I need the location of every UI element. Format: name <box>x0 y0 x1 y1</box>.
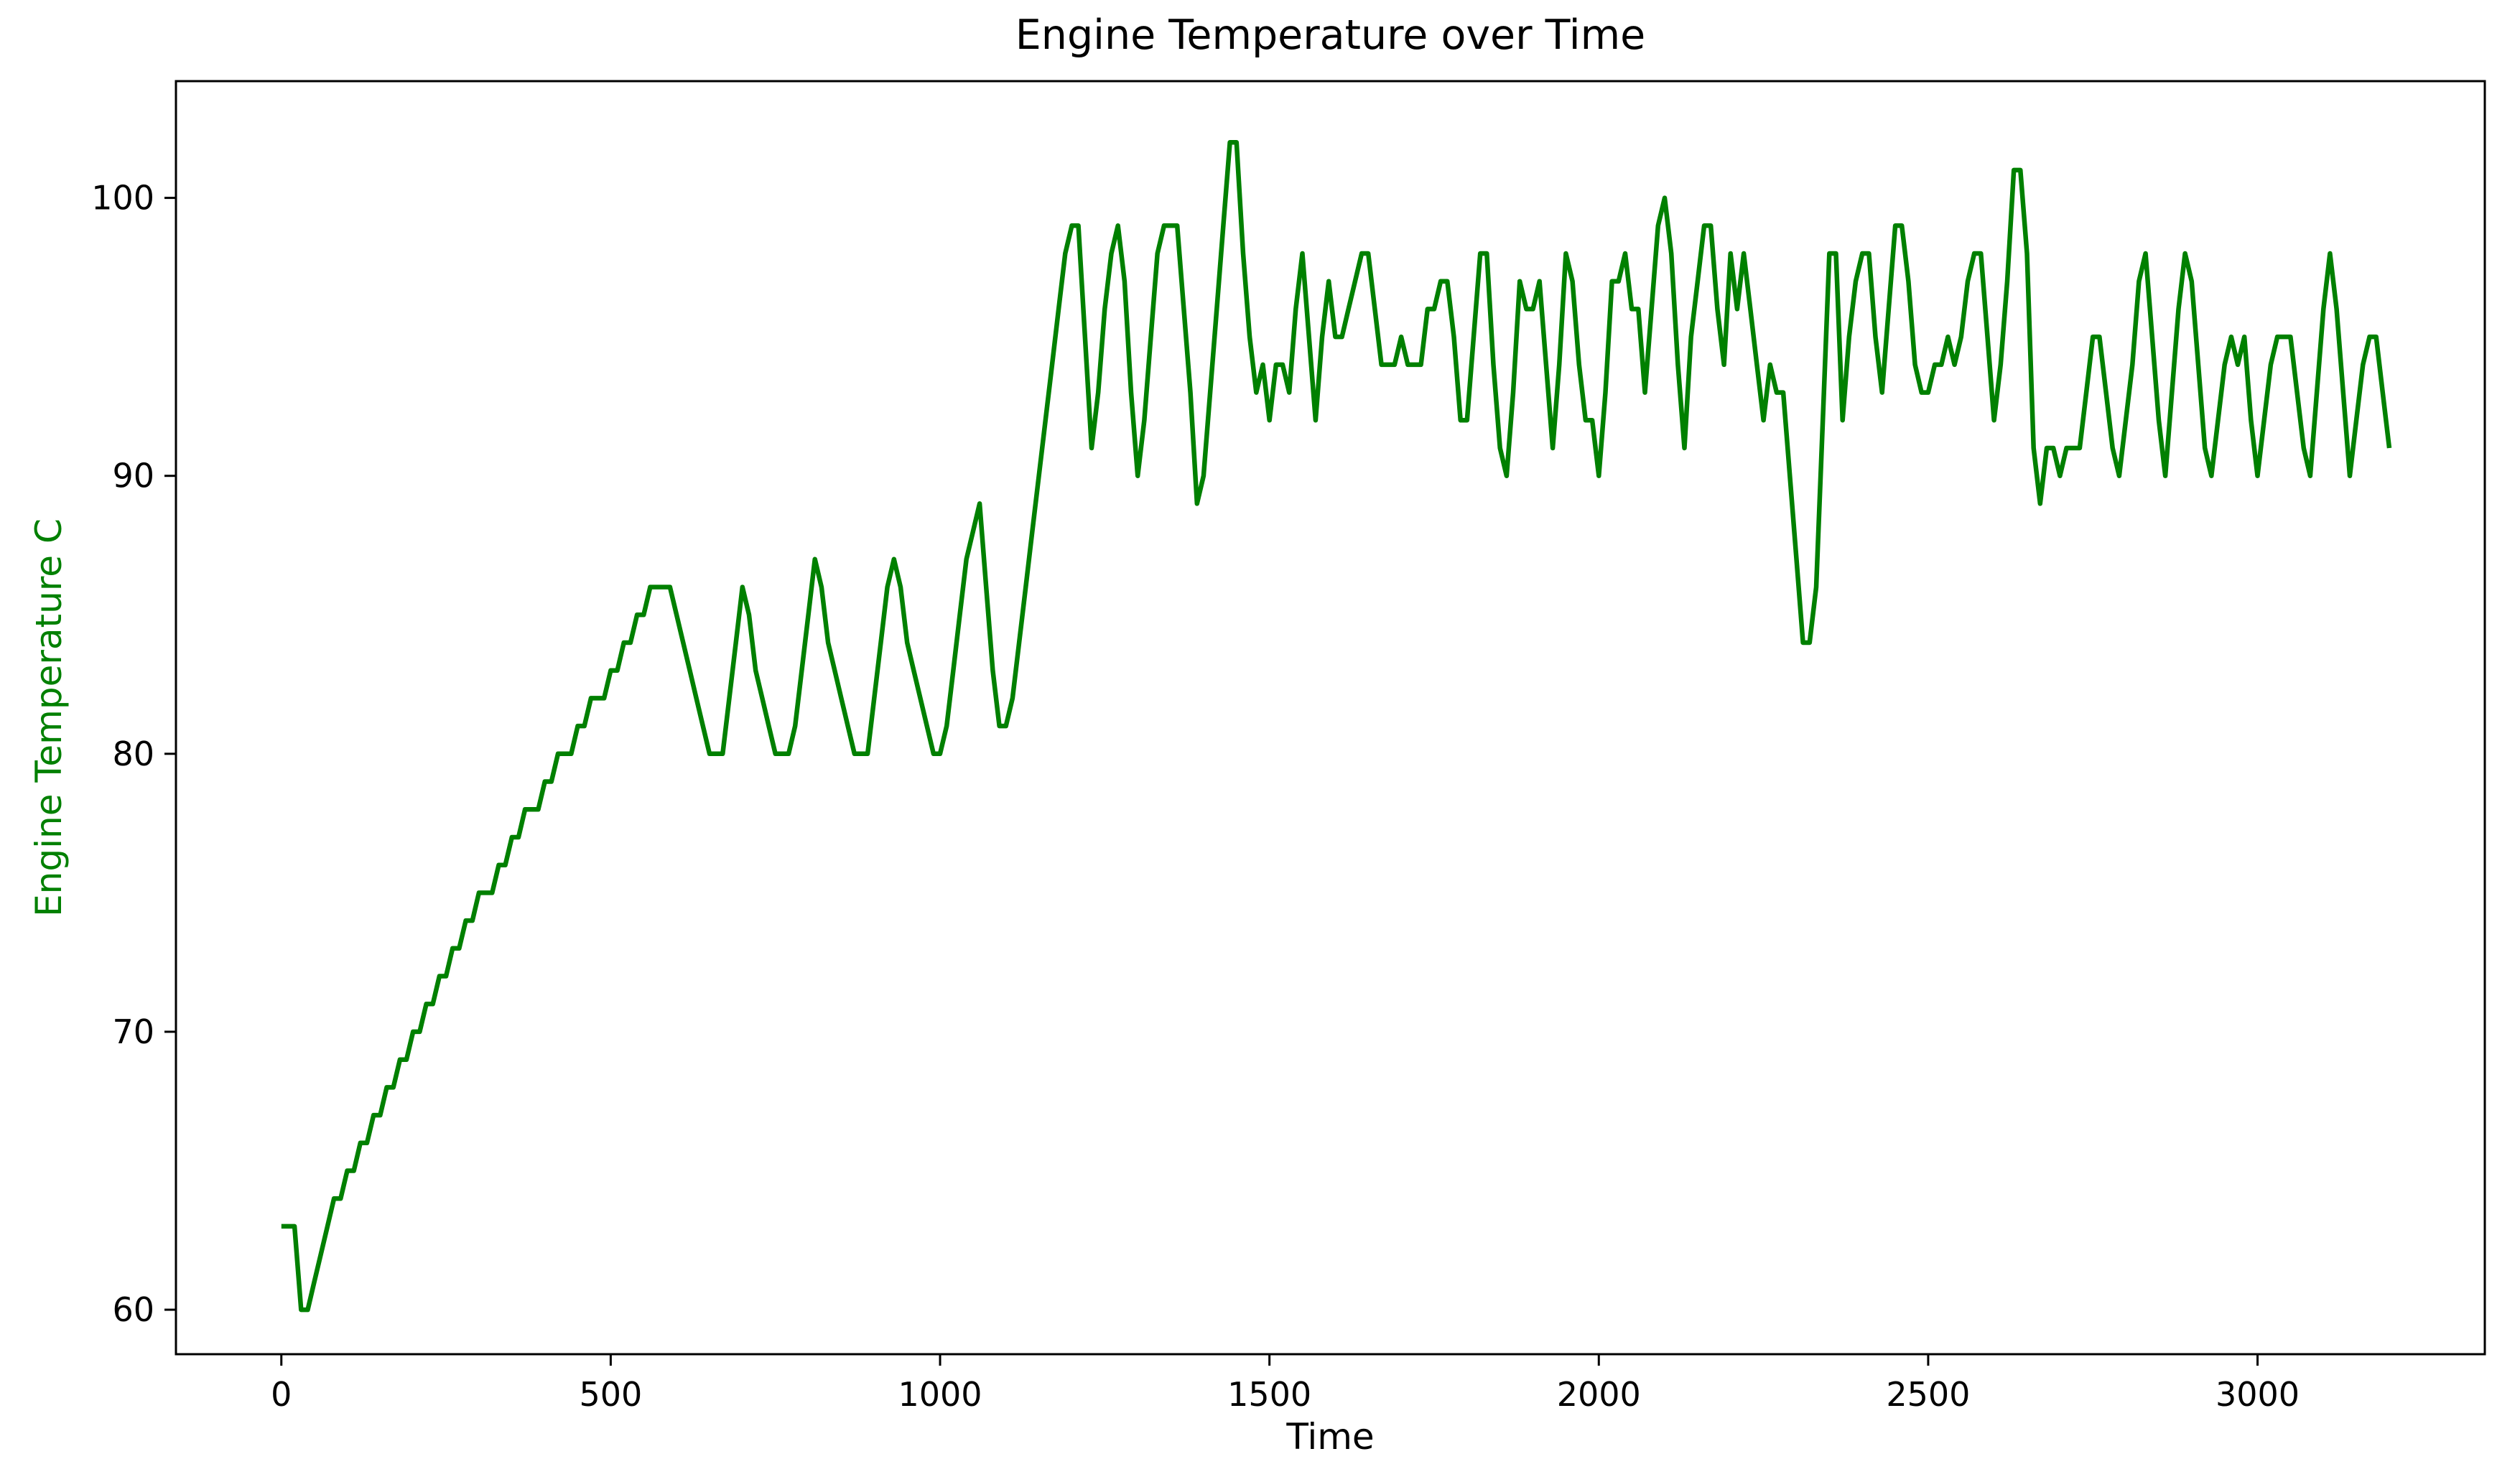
y-tick-label: 80 <box>112 735 154 773</box>
chart-title: Engine Temperature over Time <box>1015 11 1646 59</box>
x-tick-label: 500 <box>579 1375 642 1414</box>
y-tick-label: 90 <box>112 457 154 495</box>
x-tick-label: 3000 <box>2216 1375 2300 1414</box>
x-tick-label: 1000 <box>898 1375 982 1414</box>
x-tick-label: 1500 <box>1227 1375 1311 1414</box>
axes-spines <box>175 80 2486 1356</box>
x-tick-label: 2500 <box>1886 1375 1970 1414</box>
x-axis-label: Time <box>1286 1416 1375 1458</box>
y-tick-label: 70 <box>112 1012 154 1051</box>
x-tick-label: 2000 <box>1557 1375 1641 1414</box>
y-tick-label: 60 <box>112 1290 154 1329</box>
y-tick-label: 100 <box>91 179 154 218</box>
temperature-series-line <box>281 139 2392 1313</box>
x-tick-label: 0 <box>271 1375 292 1414</box>
